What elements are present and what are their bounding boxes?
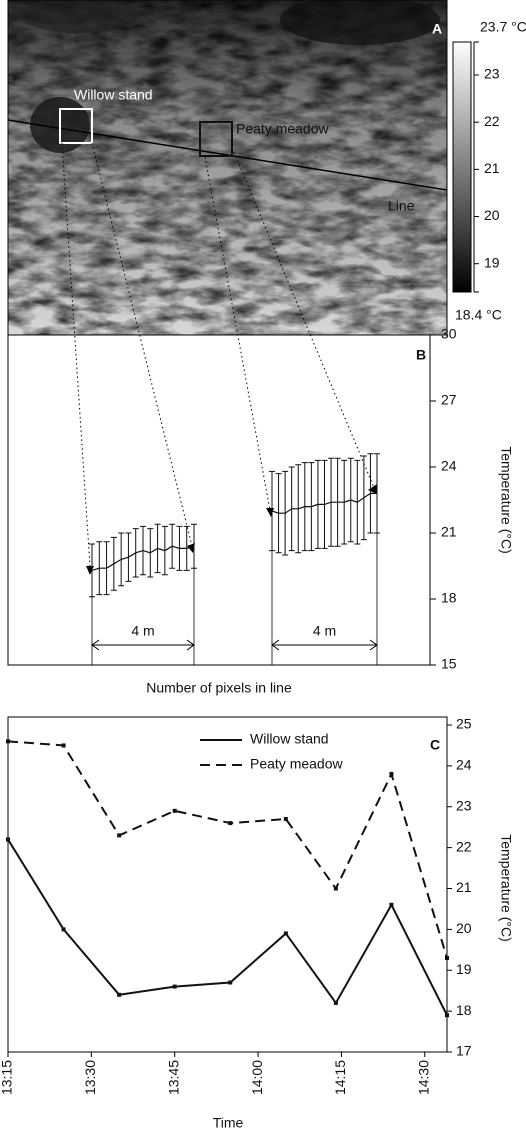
point-marker [228,980,233,985]
dimension-arrow [271,639,378,651]
colorbar-tick-label: 23.7 °C [480,19,526,35]
connector [61,142,376,567]
panel-label: C [430,737,440,753]
point-marker [445,955,449,960]
y-tick-label: 15 [441,656,457,672]
thermal-image [8,0,447,335]
connector-arrow [86,484,377,575]
y-tick-label: 20 [456,920,472,936]
dimension-label: 4 m [313,623,336,639]
x-tick-label: 14:15 [332,1060,348,1095]
colorbar-tick-label: 19 [484,254,500,270]
y-tick-label: 21 [441,524,457,540]
y-tick-label: 23 [456,797,472,813]
point-marker [333,886,338,891]
mean-line [271,492,377,514]
y-axis-label: Temperature (°C) [498,446,514,554]
point-marker [283,817,288,822]
y-tick-label: 27 [441,392,457,408]
colorbar-tick-label: 23 [484,66,500,82]
annotation: Line [388,198,415,214]
series-line [7,838,448,1016]
panel-frame [7,334,431,666]
x-tick-label: 14:00 [249,1060,265,1095]
mean-line [91,545,195,571]
legend-label: Peaty meadow [250,756,343,772]
point-marker [228,821,233,826]
y-tick-label: 21 [456,879,472,895]
x-axis-label: Time [213,1115,244,1131]
x-tick-label: 14:30 [415,1060,431,1095]
y-tick-label: 25 [456,716,472,732]
x-axis-label: Number of pixels in line [146,680,292,696]
point-marker [6,739,10,744]
y-tick-label: 24 [441,458,457,474]
colorbar-tick-label: 18.4 °C [455,307,502,323]
point-marker [172,984,177,989]
y-tick-label: 18 [456,1002,472,1018]
panel-label: B [416,347,426,363]
point-marker [389,902,394,907]
point-marker [283,931,288,936]
x-tick-label: 13:45 [165,1060,181,1095]
y-tick-label: 30 [441,326,457,342]
legend-label: Willow stand [250,731,329,747]
colorbar-tick-label: 22 [484,113,500,129]
y-tick-label: 17 [456,1043,472,1059]
point-marker [333,1000,338,1005]
point-marker [172,808,177,813]
y-axis-label: Temperature (°C) [498,834,514,942]
point-marker [389,772,394,777]
colorbar [452,41,472,293]
y-tick-label: 24 [456,757,472,773]
y-tick-label: 22 [456,838,472,854]
dimension-arrow [91,639,195,651]
panel-label: A [432,21,442,37]
point-marker [445,1013,449,1018]
point-marker [61,743,66,748]
point-marker [117,992,122,997]
x-tick-label: 13:30 [82,1060,98,1095]
point-marker [117,833,122,838]
colorbar-tick-label: 21 [484,160,500,176]
series-line [7,740,448,959]
panel-frame [7,716,448,1053]
annotation: Peaty meadow [236,121,329,137]
x-tick-label: 13:15 [0,1060,15,1095]
colorbar-tick-label: 20 [484,207,500,223]
y-tick-label: 19 [456,961,472,977]
annotation: Willow stand [74,87,153,103]
point-marker [6,837,10,842]
y-tick-label: 18 [441,590,457,606]
point-marker [61,927,66,932]
dimension-label: 4 m [131,623,154,639]
